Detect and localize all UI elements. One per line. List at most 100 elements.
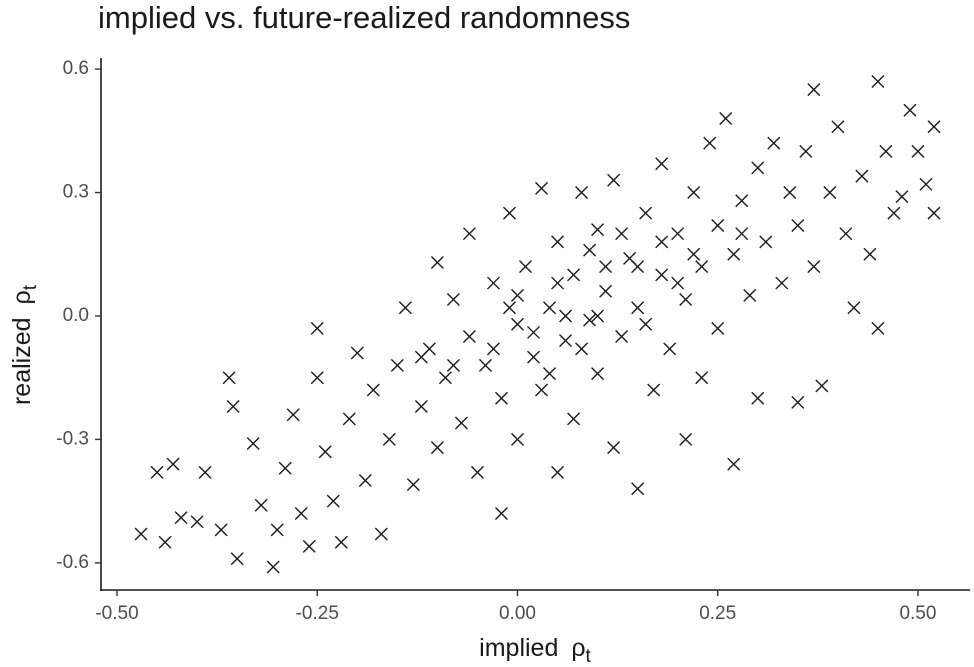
point bbox=[607, 173, 621, 187]
point bbox=[887, 206, 901, 220]
y-axis-label-subscript: t bbox=[20, 284, 41, 290]
point bbox=[599, 284, 613, 298]
point bbox=[535, 383, 549, 397]
point bbox=[254, 498, 268, 512]
point bbox=[631, 482, 645, 496]
point bbox=[671, 227, 685, 241]
point bbox=[150, 465, 164, 479]
point bbox=[230, 552, 244, 566]
point bbox=[567, 268, 581, 282]
point bbox=[807, 83, 821, 97]
point bbox=[919, 177, 933, 191]
point bbox=[543, 367, 557, 381]
x-tick-label: 0.00 bbox=[499, 603, 536, 624]
point bbox=[486, 342, 500, 356]
y-tick-label: -0.3 bbox=[56, 428, 89, 449]
point bbox=[599, 260, 613, 274]
point bbox=[871, 321, 885, 335]
point bbox=[815, 379, 829, 393]
point bbox=[839, 227, 853, 241]
point bbox=[510, 432, 524, 446]
point bbox=[334, 535, 348, 549]
point bbox=[278, 461, 292, 475]
point bbox=[583, 243, 597, 257]
point bbox=[174, 511, 188, 525]
point bbox=[695, 260, 709, 274]
point bbox=[350, 346, 364, 360]
point bbox=[166, 457, 180, 471]
point bbox=[382, 432, 396, 446]
point bbox=[198, 465, 212, 479]
point bbox=[158, 535, 172, 549]
point bbox=[687, 186, 701, 200]
point bbox=[679, 432, 693, 446]
point bbox=[927, 206, 941, 220]
point bbox=[502, 301, 516, 315]
point bbox=[527, 350, 540, 364]
point bbox=[711, 321, 725, 335]
point bbox=[767, 136, 781, 150]
point bbox=[735, 227, 749, 241]
point bbox=[927, 120, 941, 134]
point bbox=[807, 260, 821, 274]
point bbox=[494, 506, 508, 520]
point bbox=[879, 144, 893, 158]
point bbox=[326, 494, 340, 508]
x-tick-label: -0.25 bbox=[296, 603, 339, 624]
point bbox=[551, 465, 565, 479]
point bbox=[727, 457, 741, 471]
point bbox=[551, 235, 565, 249]
ticks: -0.6 -0.3 0.0 0.3 0.6 -0.50 -0.25 0.00 0.25 0.50 bbox=[56, 58, 936, 624]
point bbox=[591, 309, 605, 323]
point bbox=[783, 186, 797, 200]
point bbox=[494, 391, 508, 405]
y-tick-label: 0.6 bbox=[63, 58, 89, 79]
point bbox=[462, 330, 476, 344]
point bbox=[543, 301, 557, 315]
point bbox=[446, 293, 460, 307]
point bbox=[695, 371, 709, 385]
point bbox=[775, 276, 789, 290]
point bbox=[266, 560, 280, 574]
point bbox=[655, 268, 669, 282]
point bbox=[518, 260, 532, 274]
point bbox=[294, 506, 308, 520]
point bbox=[671, 276, 685, 290]
point bbox=[270, 523, 284, 537]
point bbox=[302, 539, 316, 553]
point bbox=[751, 391, 765, 405]
point bbox=[719, 111, 733, 125]
x-tick-label: -0.50 bbox=[95, 603, 138, 624]
point bbox=[895, 190, 909, 204]
point bbox=[310, 371, 324, 385]
point bbox=[855, 169, 869, 183]
point bbox=[655, 235, 669, 249]
point bbox=[847, 301, 861, 315]
point bbox=[430, 255, 444, 269]
point bbox=[470, 465, 484, 479]
point bbox=[406, 478, 420, 492]
point bbox=[222, 371, 236, 385]
point bbox=[735, 194, 749, 208]
point bbox=[823, 186, 837, 200]
x-axis-label-symbol: ρ bbox=[571, 634, 585, 662]
point bbox=[478, 358, 492, 372]
point bbox=[414, 400, 428, 413]
point bbox=[134, 527, 148, 541]
point bbox=[318, 445, 332, 459]
point bbox=[462, 227, 476, 241]
point bbox=[510, 317, 524, 331]
point bbox=[647, 383, 661, 397]
point bbox=[374, 527, 388, 541]
points bbox=[134, 74, 941, 574]
point bbox=[687, 247, 701, 261]
point bbox=[559, 309, 573, 323]
point bbox=[711, 218, 725, 232]
point bbox=[871, 74, 885, 88]
point bbox=[567, 412, 581, 426]
point bbox=[366, 383, 380, 397]
point bbox=[246, 437, 260, 451]
point bbox=[615, 227, 629, 241]
point bbox=[791, 395, 805, 409]
